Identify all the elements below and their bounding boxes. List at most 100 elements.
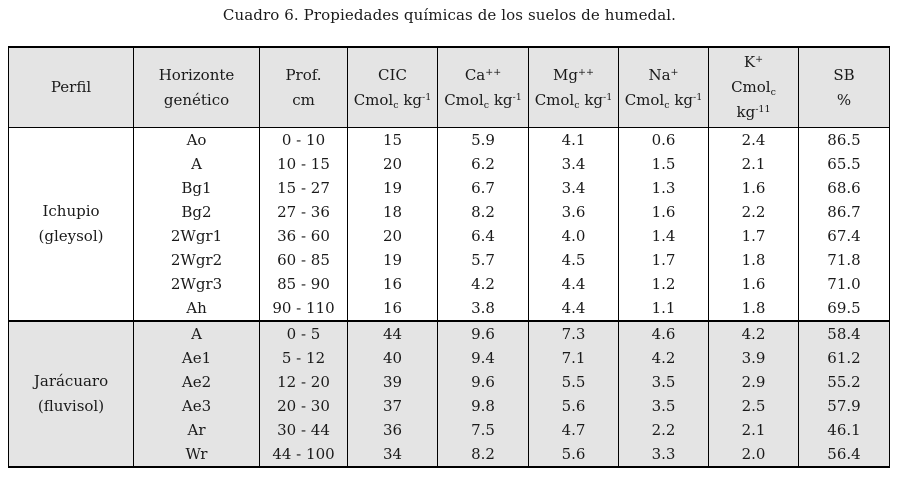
prof-cell: 5 - 12 [259, 346, 348, 370]
sup-text: + [670, 66, 679, 78]
sb-cell: 86.5 [798, 127, 890, 152]
ca-cell: 3.8 [437, 296, 529, 321]
header-text: Cmol [731, 78, 771, 96]
na-cell: 1.4 [618, 224, 709, 248]
prof-cell: 90 - 110 [259, 296, 348, 321]
sb-cell: 71.0 [798, 272, 890, 296]
table-row: Ah 90 - 110 16 3.8 4.4 1.1 1.8 69.5 [9, 296, 890, 321]
prof-cell: 15 - 27 [259, 176, 348, 200]
col-header-sb: SB% [798, 47, 890, 128]
na-cell: 4.2 [618, 346, 709, 370]
sb-cell: 61.2 [798, 346, 890, 370]
col-header-cic: CIC Cmolc kg-1 [347, 47, 438, 128]
k-cell: 2.1 [708, 152, 799, 176]
prof-cell: 60 - 85 [259, 248, 348, 272]
sup-text: ++ [485, 66, 502, 78]
header-line: Mg++ [529, 63, 618, 88]
k-cell: 4.2 [708, 320, 799, 346]
mg-cell: 4.4 [528, 296, 619, 321]
sb-cell: 58.4 [798, 320, 890, 346]
na-cell: 1.3 [618, 176, 709, 200]
header-text: kg [579, 90, 604, 109]
table-row: A 10 - 15 20 6.2 3.4 1.5 2.1 65.5 [9, 152, 890, 176]
horizonte-cell: Wr [133, 442, 260, 467]
na-cell: 1.7 [618, 248, 709, 272]
sb-cell: 55.2 [798, 370, 890, 394]
table-caption: Cuadro 6. Propiedades químicas de los su… [222, 6, 677, 24]
na-cell: 0.6 [618, 127, 709, 152]
ca-cell: 6.7 [437, 176, 529, 200]
table-row: Jarácuaro (fluvisol) A 0 - 5 44 9.6 7.3 4.6 4.2 5… [8, 320, 890, 467]
header-text: Horizonte [158, 65, 235, 84]
ca-cell: 5.9 [437, 127, 529, 152]
na-cell: 2.2 [618, 418, 709, 442]
header-text: K [743, 53, 756, 71]
table-row: Bg1 15 - 27 19 6.7 3.4 1.3 1.6 68.6 [9, 176, 890, 200]
horizonte-cell: Bg1 [133, 176, 260, 200]
sup-text: -1 [512, 91, 522, 103]
sup-text: -1 [422, 91, 432, 103]
sb-cell: 67.4 [798, 224, 890, 248]
header-line: genético [134, 88, 259, 113]
col-header-prof-cm: Prof. cm [259, 47, 348, 128]
table-header-row: Perfil Horizonte genético Prof. cm CIC Cmolc k… [8, 47, 890, 128]
header-text: Na [648, 65, 671, 84]
table-row: 2Wgr2 60 - 85 19 5.7 4.5 1.7 1.8 71.8 [9, 248, 890, 272]
mg-cell: 4.4 [528, 272, 619, 296]
cic-cell: 44 [347, 320, 438, 346]
horizonte-cell: A [133, 152, 260, 176]
header-text: Prof. [285, 65, 322, 84]
sb-cell: 71.8 [798, 248, 890, 272]
mg-cell: 5.6 [528, 442, 619, 467]
k-cell: 2.0 [708, 442, 799, 467]
horizonte-cell: Ae1 [133, 346, 260, 370]
sb-cell: 56.4 [798, 442, 890, 467]
header-line: K+ [709, 50, 798, 75]
section-ichupio: Ichupio (gleysol) Ao 0 - 10 15 5.9 4.1 0.6 2.4 86… [8, 127, 890, 321]
header-line: Perfil [9, 75, 133, 100]
sb-cell: 68.6 [798, 176, 890, 200]
sb-cell: 69.5 [798, 296, 890, 321]
k-cell: 2.5 [708, 394, 799, 418]
ca-cell: 9.6 [437, 370, 529, 394]
k-cell: 1.6 [708, 272, 799, 296]
cic-cell: 34 [347, 442, 438, 467]
mg-cell: 4.7 [528, 418, 619, 442]
horizonte-cell: Bg2 [133, 200, 260, 224]
ca-cell: 9.6 [437, 320, 529, 346]
header-text: kg [489, 90, 513, 109]
table-row: Wr 44 - 100 34 8.2 5.6 3.3 2.0 56.4 [9, 442, 890, 467]
prof-cell: 36 - 60 [259, 224, 348, 248]
sub-text: c [393, 99, 399, 111]
header-text: Ca [464, 65, 486, 84]
header-text: Cmol [444, 90, 484, 109]
horizonte-cell: Ae2 [133, 370, 260, 394]
cic-cell: 18 [347, 200, 438, 224]
prof-cell: 10 - 15 [259, 152, 348, 176]
header-line: Cmolc [709, 75, 798, 100]
header-text: CIC [378, 65, 407, 84]
sub-text: c [770, 87, 776, 98]
na-cell: 1.5 [618, 152, 709, 176]
cic-cell: 16 [347, 272, 438, 296]
header-line: Cmolc kg-1 [438, 88, 528, 113]
sb-cell: 65.5 [798, 152, 890, 176]
header-line: Cmolc kg-1 [529, 88, 618, 113]
perfil-line: (fluvisol) [37, 397, 105, 415]
perfil-line: Jarácuaro [33, 372, 109, 390]
horizonte-cell: A [133, 320, 260, 346]
perfil-line: (gleysol) [38, 227, 104, 245]
mg-cell: 4.1 [528, 127, 619, 152]
table-row: Ar 30 - 44 36 7.5 4.7 2.2 2.1 46.1 [9, 418, 890, 442]
horizonte-cell: Ae3 [133, 394, 260, 418]
ca-cell: 9.8 [437, 394, 529, 418]
col-header-na: Na+ Cmolc kg-1 [618, 47, 709, 128]
header-text: cm [292, 90, 315, 109]
table-row: 2Wgr1 36 - 60 20 6.4 4.0 1.4 1.7 67.4 [9, 224, 890, 248]
sb-cell: 57.9 [798, 394, 890, 418]
col-header-ca: Ca++ Cmolc kg-1 [437, 47, 529, 128]
header-line: Ca++ [438, 63, 528, 88]
header-line: Cmolc kg-1 [619, 88, 708, 113]
header-line: Cmolc kg-1 [348, 88, 437, 113]
cic-cell: 20 [347, 152, 438, 176]
